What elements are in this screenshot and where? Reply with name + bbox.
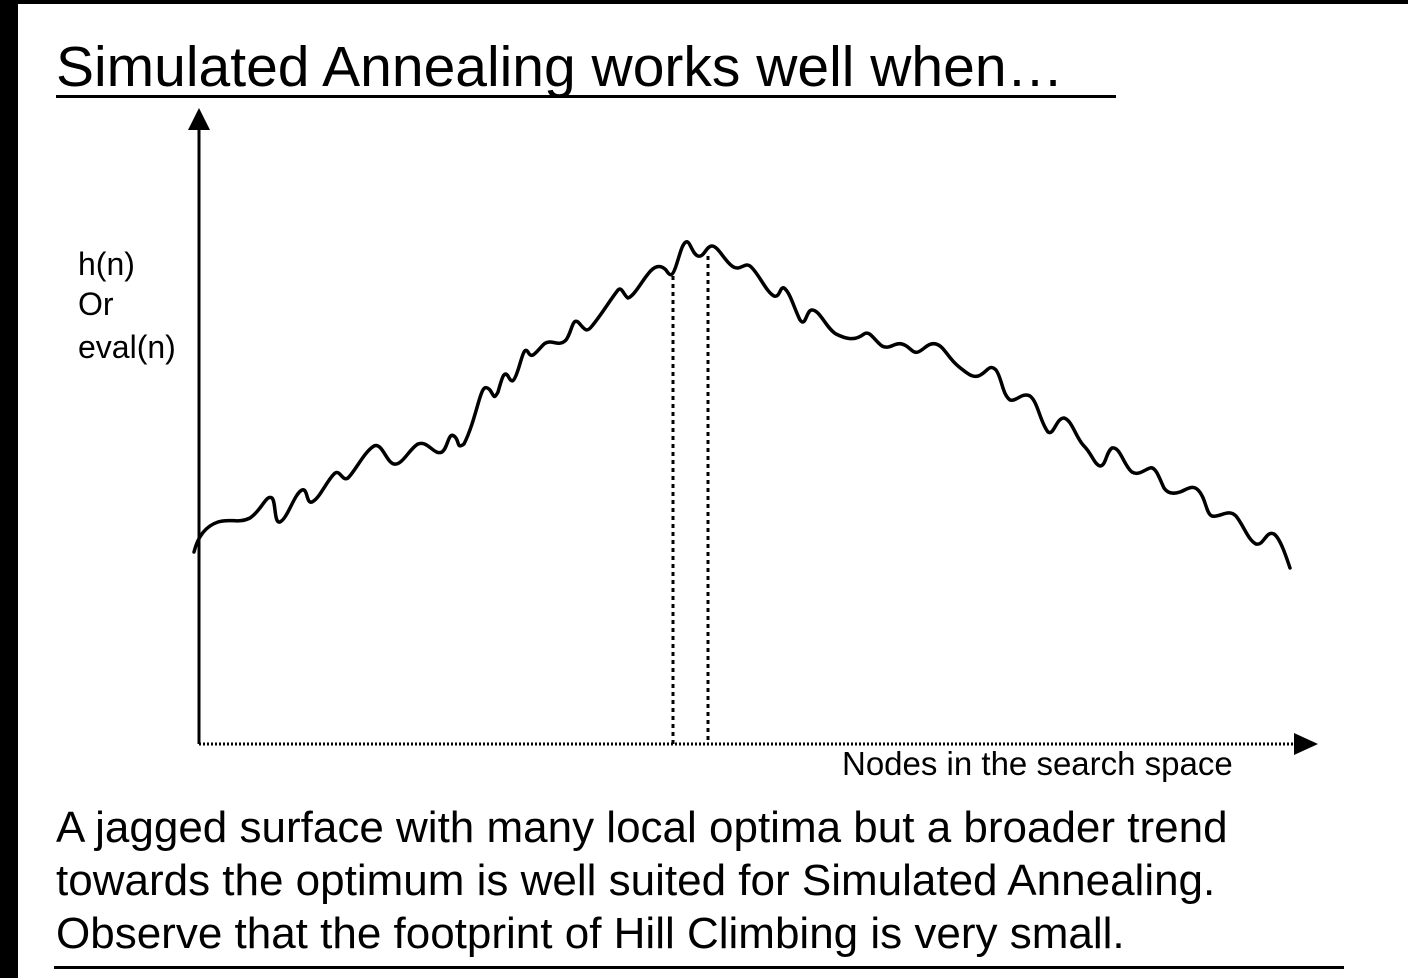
slide-title: Simulated Annealing works well when… bbox=[56, 35, 1064, 99]
y-axis-label-line-2: Or bbox=[78, 286, 114, 322]
bottom-divider bbox=[54, 966, 1344, 969]
jagged-landscape-curve bbox=[192, 240, 1292, 570]
y-axis-arrowhead bbox=[188, 108, 210, 130]
x-axis-label: Nodes in the search space bbox=[842, 745, 1233, 782]
caption-line-2: towards the optimum is well suited for S… bbox=[56, 856, 1216, 905]
landscape-diagram bbox=[188, 108, 1318, 755]
y-axis-label-line-1: h(n) bbox=[78, 246, 135, 282]
caption-line-3: Observe that the footprint of Hill Climb… bbox=[56, 909, 1125, 958]
title-underline bbox=[56, 95, 1116, 98]
x-axis-arrowhead bbox=[1294, 733, 1318, 755]
caption-line-1: A jagged surface with many local optima … bbox=[56, 803, 1228, 852]
slide: Simulated Annealing works well when… h(n… bbox=[18, 4, 1408, 978]
y-axis-label-line-3: eval(n) bbox=[78, 329, 176, 365]
